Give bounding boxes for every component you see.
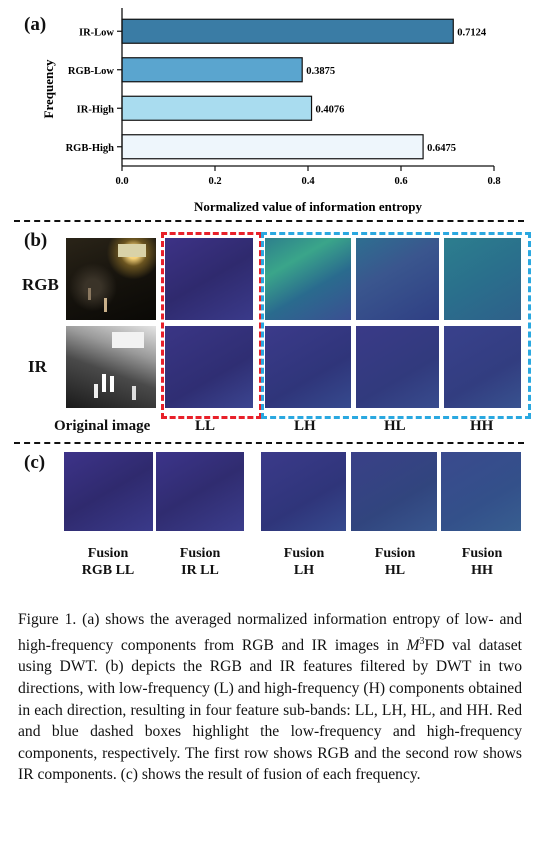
- col-label-ll: LL: [195, 418, 216, 434]
- high-frequency-box: [261, 232, 531, 419]
- value-label-ir-low: 0.7124: [457, 27, 487, 38]
- feature-map-rgb-ll: [165, 238, 253, 320]
- row-label-rgb: RGB: [22, 275, 59, 294]
- feature-map-ir-hh: [444, 326, 521, 408]
- x-tick-label-4: 0.8: [487, 176, 500, 187]
- col-label-lh: LH: [294, 418, 316, 434]
- fusion-label-ir-ll: Fusion IR LL: [179, 546, 221, 578]
- y-axis-label: Frequency: [41, 59, 56, 118]
- fusion-map-lh: [261, 452, 346, 531]
- original-image-ir: [66, 326, 156, 408]
- panel-b-label: (b): [24, 230, 48, 251]
- y-tick-label-ir-high: IR-High: [77, 104, 115, 115]
- divider-2: [14, 442, 524, 444]
- value-label-rgb-high: 0.6475: [427, 143, 456, 154]
- panel-a-label: (a): [24, 14, 47, 35]
- feature-map-rgb-lh: [265, 238, 351, 320]
- feature-map-ir-ll: [165, 326, 253, 408]
- caption-sup: 3: [419, 635, 425, 647]
- value-label-rgb-low: 0.3875: [306, 66, 335, 77]
- fusion-label-hl: Fusion HL: [374, 546, 416, 578]
- y-tick-label-ir-low: IR-Low: [79, 27, 114, 38]
- y-tick-label-rgb-low: RGB-Low: [68, 66, 115, 77]
- bar-ir-high: [121, 95, 313, 121]
- col-label-original: Original image: [54, 418, 151, 434]
- x-tick-label-1: 0.2: [208, 176, 221, 187]
- x-tick-label-3: 0.6: [394, 176, 407, 187]
- figure-caption: Figure 1. (a) shows the averaged normali…: [18, 609, 522, 786]
- low-frequency-box: [161, 232, 262, 419]
- fusion-map-ir-ll: [156, 452, 244, 531]
- divider-1: [14, 220, 524, 222]
- panel-c-label: (c): [24, 452, 46, 473]
- feature-map-ir-hl: [356, 326, 439, 408]
- fusion-label-lh: Fusion LH: [283, 546, 325, 578]
- fusion-label-hh: Fusion HH: [461, 546, 503, 578]
- col-label-hh: HH: [470, 418, 494, 434]
- row-label-ir: IR: [28, 357, 47, 376]
- original-image-rgb: [66, 238, 156, 320]
- bar-ir-low: [121, 18, 454, 44]
- x-tick-label-2: 0.4: [301, 176, 315, 187]
- fusion-map-hl: [351, 452, 437, 531]
- x-tick-label-0: 0.0: [115, 176, 128, 187]
- feature-map-ir-lh: [265, 326, 351, 408]
- fusion-map-rgb-ll: [64, 452, 153, 531]
- entropy-bar-chart: IR-Low 0.7124 RGB-Low 0.3875 IR-High 0.4076 RG…: [41, 8, 501, 214]
- fusion-label-rgb-ll: Fusion RGB LL: [81, 546, 135, 578]
- feature-map-rgb-hh: [444, 238, 521, 320]
- bar-rgb-high: [121, 134, 424, 160]
- feature-map-rgb-hl: [356, 238, 439, 320]
- y-tick-label-rgb-high: RGB-High: [66, 143, 115, 154]
- bar-rgb-low: [121, 57, 303, 83]
- value-label-ir-high: 0.4076: [316, 104, 345, 115]
- fusion-map-hh: [441, 452, 521, 531]
- caption-part1: Figure 1. (a) shows the averaged normali…: [18, 611, 522, 654]
- col-label-hl: HL: [384, 418, 406, 434]
- caption-part2: FD val dataset using DWT. (b) depicts th…: [18, 636, 522, 784]
- x-axis-label: Normalized value of information entropy: [194, 199, 422, 214]
- caption-math: M: [406, 636, 420, 654]
